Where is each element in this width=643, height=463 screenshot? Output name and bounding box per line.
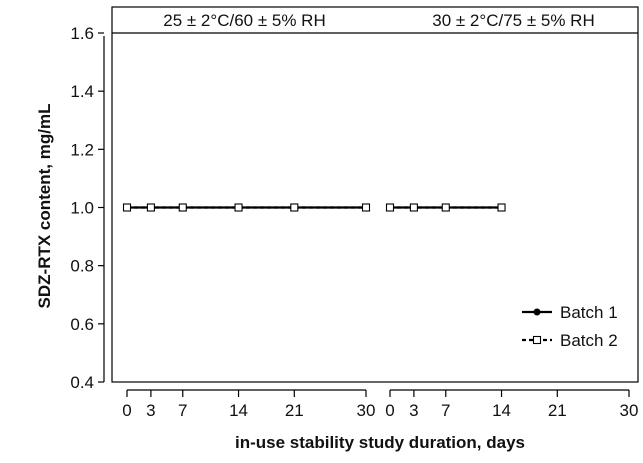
y-axis-title: SDZ-RTX content, mg/mL xyxy=(35,104,54,309)
x-tick-label: 7 xyxy=(441,401,450,420)
y-tick-label: 1.6 xyxy=(70,24,94,43)
data-point-batch2 xyxy=(178,203,187,212)
data-point-batch2 xyxy=(234,203,243,212)
legend-marker-batch1 xyxy=(533,308,541,316)
y-tick-label: 1.4 xyxy=(70,82,94,101)
x-tick-label: 14 xyxy=(229,401,248,420)
y-tick-label: 0.8 xyxy=(70,257,94,276)
y-tick-label: 1.0 xyxy=(70,199,94,218)
x-tick-label: 30 xyxy=(357,401,376,420)
legend: Batch 1 Batch 2 xyxy=(522,303,618,350)
x-tick-label: 14 xyxy=(492,401,511,420)
panel-label: 30 ± 2°C/75 ± 5% RH xyxy=(432,11,594,30)
legend-marker-batch2 xyxy=(532,335,542,345)
x-tick-label: 30 xyxy=(620,401,639,420)
y-tick-label: 0.6 xyxy=(70,315,94,334)
data-point-batch2 xyxy=(146,203,155,212)
data-point-batch2 xyxy=(409,203,418,212)
x-tick-label: 21 xyxy=(548,401,567,420)
data-point-batch2 xyxy=(441,203,450,212)
data-point-batch2 xyxy=(385,203,395,212)
data-point-batch2 xyxy=(290,203,299,212)
x-tick-label: 3 xyxy=(409,401,418,420)
plot-frame xyxy=(111,6,639,383)
data-point-batch2 xyxy=(361,203,371,212)
plot-area: 25 ± 2°C/60 ± 5% RH 30 ± 2°C/75 ± 5% RH 0.… xyxy=(70,6,639,420)
x-tick-label: 3 xyxy=(146,401,155,420)
legend-label-batch2: Batch 2 xyxy=(560,331,618,350)
x-tick-label: 0 xyxy=(385,401,394,420)
data-point-batch2 xyxy=(497,203,506,212)
x-axis-title: in-use stability study duration, days xyxy=(235,433,525,452)
y-tick-label: 0.4 xyxy=(70,373,94,392)
panel-label: 25 ± 2°C/60 ± 5% RH xyxy=(163,11,325,30)
legend-label-batch1: Batch 1 xyxy=(560,303,618,322)
y-tick-label: 1.2 xyxy=(70,140,94,159)
data-point-batch2 xyxy=(122,203,132,212)
x-tick-label: 0 xyxy=(122,401,131,420)
x-tick-label: 21 xyxy=(285,401,304,420)
x-tick-label: 7 xyxy=(178,401,187,420)
